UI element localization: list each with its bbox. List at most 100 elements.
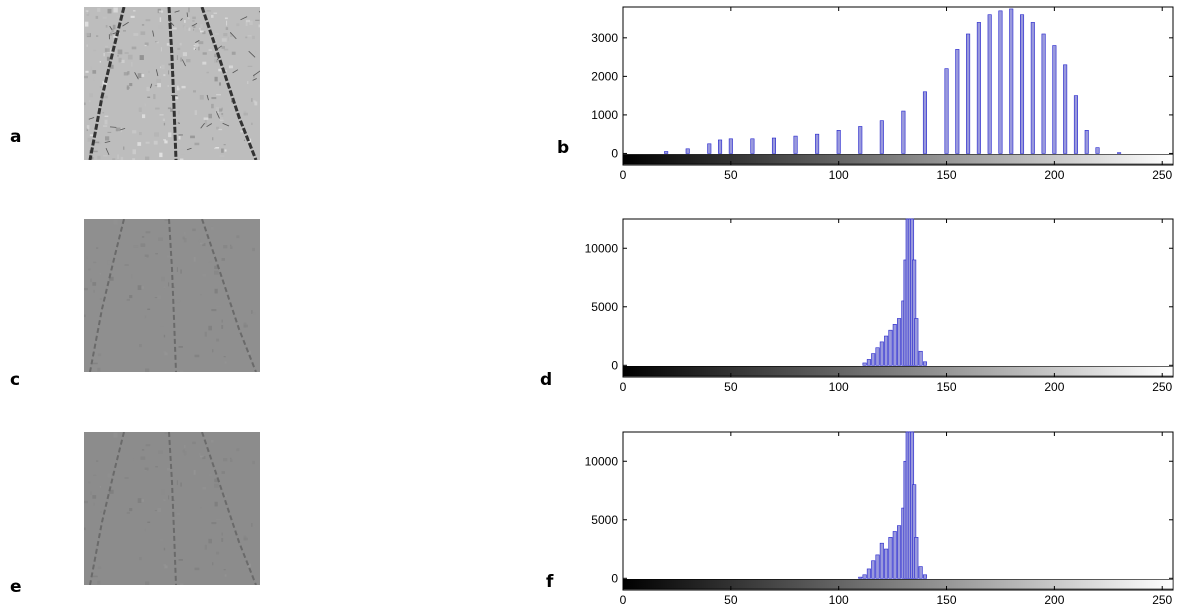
histogram-bar <box>944 68 949 154</box>
photo-speckle <box>219 82 221 86</box>
photo-speckle <box>123 30 126 32</box>
photo-speckle <box>214 483 219 488</box>
photo-speckle <box>99 273 101 275</box>
photo-fine-crack <box>252 70 260 77</box>
photo-speckle <box>141 449 145 451</box>
y-tick-label: 0 <box>611 571 618 585</box>
photo-speckle <box>90 491 92 496</box>
photo-speckle <box>166 468 171 471</box>
photo-speckle <box>216 94 221 96</box>
histogram-bar <box>862 362 867 366</box>
photo-speckle <box>92 282 97 286</box>
photo-speckle <box>180 482 182 487</box>
photo-speckle <box>218 128 223 131</box>
photo-speckle <box>104 119 108 125</box>
photo-fine-crack <box>181 59 186 67</box>
photo-speckle <box>221 538 224 542</box>
photo-speckle <box>178 136 181 140</box>
photo-speckle <box>221 319 223 323</box>
photo-speckle <box>178 110 180 115</box>
photo-speckle <box>137 142 142 146</box>
photo-speckle <box>164 432 169 434</box>
photo-speckle <box>206 71 209 74</box>
photo-speckle <box>206 10 212 12</box>
photo-speckle <box>154 132 159 137</box>
photo-speckle <box>131 62 133 67</box>
photo-speckle <box>164 140 168 144</box>
x-tick-label: 250 <box>1152 380 1172 392</box>
photo-fine-crack <box>180 18 183 21</box>
photo-speckle <box>202 243 206 247</box>
photo-speckle <box>141 499 145 502</box>
photo-crack <box>168 432 177 585</box>
photo-a <box>84 7 260 160</box>
photo-crack <box>201 432 257 585</box>
photo-speckle <box>192 16 196 20</box>
photo-fine-crack <box>155 69 159 77</box>
panel-label-d: d <box>540 370 553 390</box>
photo-speckle <box>144 103 147 107</box>
photo-speckle <box>193 28 195 31</box>
photo-speckle <box>126 85 129 90</box>
histogram-d: 0 5000 10000 0 50 100 150 200 250 <box>560 212 1182 392</box>
photo-speckle <box>99 298 102 300</box>
photo-speckle <box>106 56 110 61</box>
photo-speckle <box>123 22 128 25</box>
photo-speckle <box>171 24 174 28</box>
photo-speckle <box>168 63 172 66</box>
photo-speckle <box>200 82 202 84</box>
photo-speckle <box>157 83 161 88</box>
photo-speckle <box>97 7 101 12</box>
photo-speckle <box>179 583 184 585</box>
photo-speckle <box>215 107 219 112</box>
histogram-bar <box>750 138 755 154</box>
photo-speckle <box>188 7 190 13</box>
photo-speckle <box>176 480 178 485</box>
photo-speckle <box>225 27 229 30</box>
x-tick-label: 250 <box>1152 593 1172 605</box>
photo-speckle <box>193 90 196 93</box>
photo-speckle <box>198 27 201 31</box>
photo-speckle <box>251 122 253 125</box>
photo-speckle <box>137 498 142 503</box>
photo-speckle <box>159 114 164 116</box>
photo-speckle <box>214 288 218 294</box>
photo-speckle <box>140 456 146 460</box>
photo-speckle <box>154 510 158 512</box>
histogram-bar <box>1041 33 1046 154</box>
x-tick-label: 50 <box>724 168 738 180</box>
photo-speckle <box>88 268 91 271</box>
photo-speckle <box>161 276 165 282</box>
histogram-bar <box>998 10 1003 154</box>
photo-speckle <box>132 130 137 134</box>
photo-speckle <box>133 458 139 461</box>
photo-speckle <box>86 125 90 130</box>
photo-speckle <box>157 508 161 513</box>
photo-speckle <box>192 228 196 232</box>
photo-speckle <box>113 7 118 13</box>
photo-speckle <box>124 477 129 479</box>
photo-speckle <box>162 118 165 121</box>
histogram-bar <box>1084 130 1089 154</box>
photo-speckle <box>100 97 103 101</box>
photo-speckle <box>145 444 151 447</box>
x-tick-label: 250 <box>1152 168 1172 180</box>
photo-speckle <box>139 557 142 561</box>
photo-speckle <box>92 362 98 365</box>
photo-speckle <box>86 128 88 131</box>
photo-speckle <box>208 538 212 544</box>
photo-speckle <box>89 134 95 137</box>
photo-speckle <box>94 141 100 144</box>
photo-speckle <box>103 155 108 157</box>
photo-fine-crack <box>200 123 205 129</box>
photo-speckle <box>182 449 185 453</box>
photo-speckle <box>141 74 145 77</box>
photo-speckle <box>126 511 130 514</box>
photo-speckle <box>117 49 123 55</box>
photo-speckle <box>145 368 150 372</box>
photo-speckle <box>202 273 207 277</box>
photo-speckle <box>168 495 170 500</box>
photo-speckle <box>178 559 183 561</box>
histogram-bar <box>1117 152 1122 154</box>
photo-speckle <box>194 354 200 358</box>
